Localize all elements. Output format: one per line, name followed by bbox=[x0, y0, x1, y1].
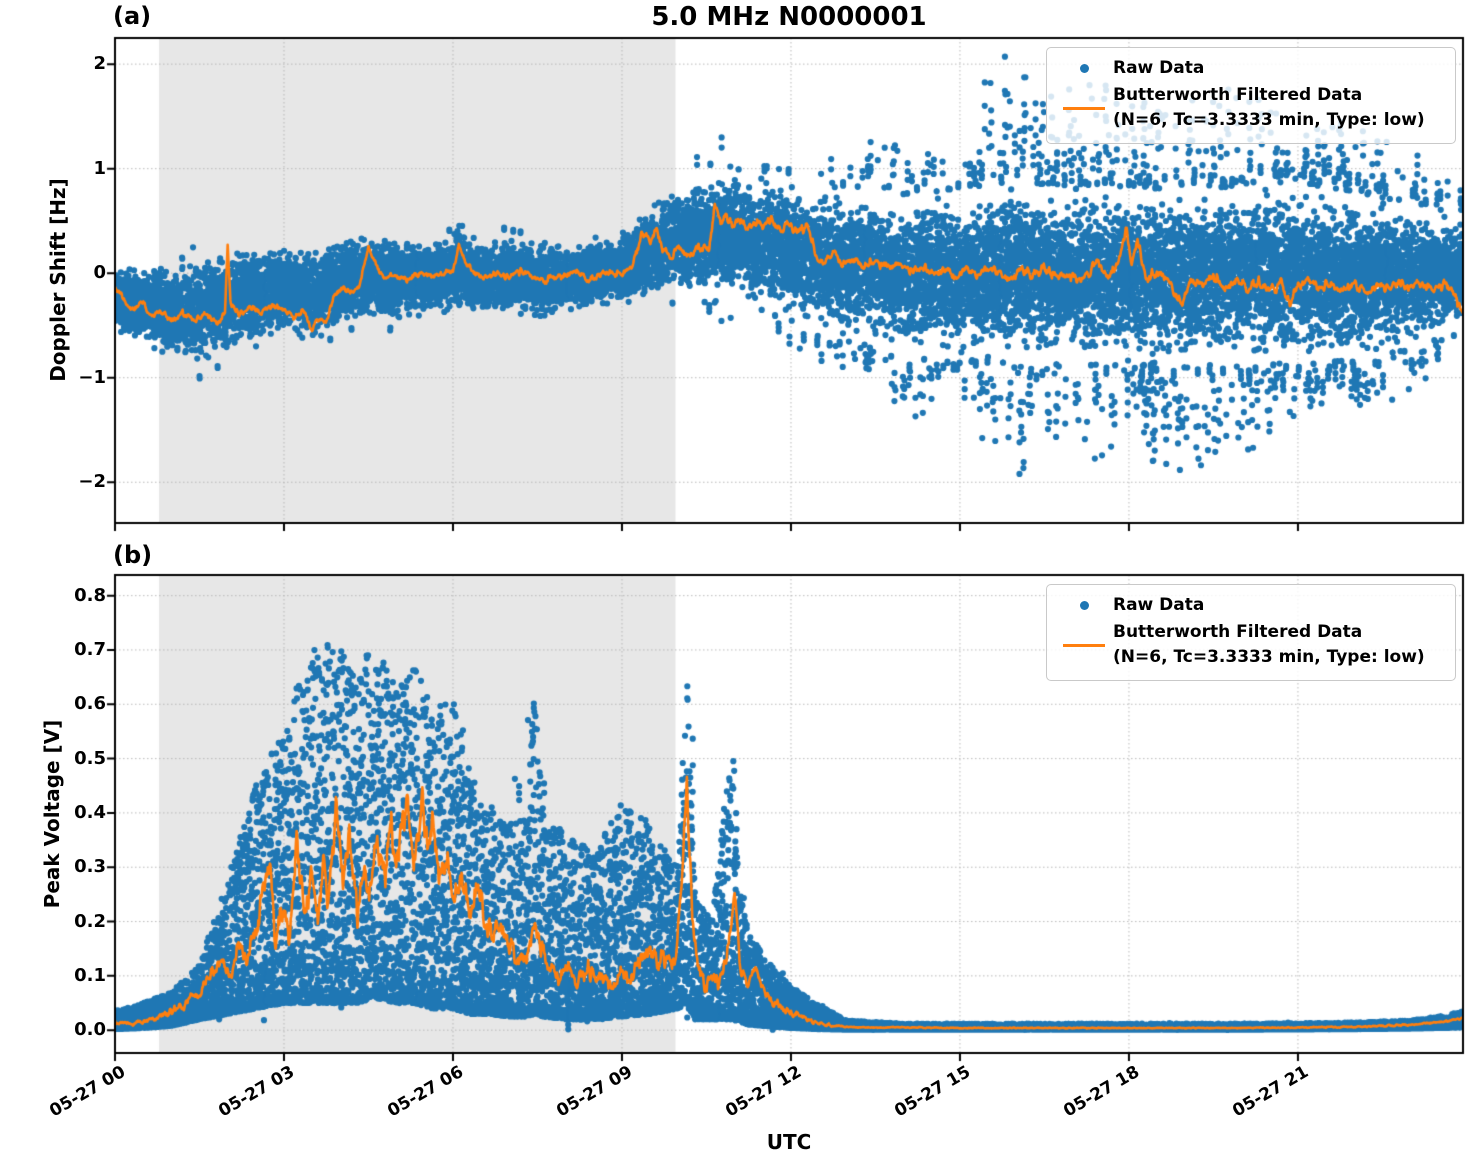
y-tick-label: 2 bbox=[93, 53, 106, 75]
filtered-data-marker-icon bbox=[1063, 106, 1105, 110]
legend-b-raw-label: Raw Data bbox=[1113, 595, 1205, 615]
filtered-data-marker-icon bbox=[1063, 643, 1105, 647]
figure-title: 5.0 MHz N0000001 bbox=[651, 2, 927, 32]
raw-data-marker-icon bbox=[1079, 64, 1089, 73]
y-tick-label: 0.8 bbox=[74, 584, 106, 606]
y-tick-label: 0.4 bbox=[74, 801, 106, 823]
panel-b-label: (b) bbox=[113, 541, 153, 569]
legend-b-filtered-line1: Butterworth Filtered Data bbox=[1113, 622, 1363, 642]
y-tick-label: 0.5 bbox=[74, 747, 106, 769]
raw-data-marker-icon bbox=[1079, 601, 1089, 610]
y-tick-label: 1 bbox=[93, 157, 106, 179]
y-tick-label: 0.7 bbox=[74, 638, 106, 660]
legend-a-filtered-label: Butterworth Filtered Data (N=6, Tc=3.333… bbox=[1113, 83, 1425, 133]
legend-b-filtered-entry: Butterworth Filtered Data (N=6, Tc=3.333… bbox=[1055, 620, 1447, 670]
legend-b: Raw Data Butterworth Filtered Data (N=6,… bbox=[1046, 584, 1456, 681]
legend-a-filtered-line2: (N=6, Tc=3.3333 min, Type: low) bbox=[1113, 110, 1425, 130]
panel-a-label: (a) bbox=[113, 2, 152, 30]
y-tick-label: 0.2 bbox=[74, 910, 106, 932]
y-tick-label: 0.0 bbox=[74, 1019, 106, 1041]
y-tick-label: 0.3 bbox=[74, 856, 106, 878]
legend-a-filtered-line1: Butterworth Filtered Data bbox=[1113, 85, 1363, 105]
legend-b-filtered-line2: (N=6, Tc=3.3333 min, Type: low) bbox=[1113, 647, 1425, 667]
legend-a-filtered-entry: Butterworth Filtered Data (N=6, Tc=3.333… bbox=[1055, 83, 1447, 133]
legend-b-filtered-label: Butterworth Filtered Data (N=6, Tc=3.333… bbox=[1113, 620, 1425, 670]
y-tick-label: 0 bbox=[93, 262, 106, 284]
y-tick-label: 0.1 bbox=[74, 964, 106, 986]
x-axis-label: UTC bbox=[766, 1130, 812, 1154]
legend-a-raw-label: Raw Data bbox=[1113, 58, 1205, 78]
legend-b-raw-entry: Raw Data bbox=[1055, 593, 1447, 618]
legend-a: Raw Data Butterworth Filtered Data (N=6,… bbox=[1046, 47, 1456, 144]
y-tick-label: −2 bbox=[78, 471, 106, 493]
y-tick-label: −1 bbox=[78, 366, 106, 388]
y-tick-label: 0.6 bbox=[74, 693, 106, 715]
legend-a-raw-entry: Raw Data bbox=[1055, 56, 1447, 81]
